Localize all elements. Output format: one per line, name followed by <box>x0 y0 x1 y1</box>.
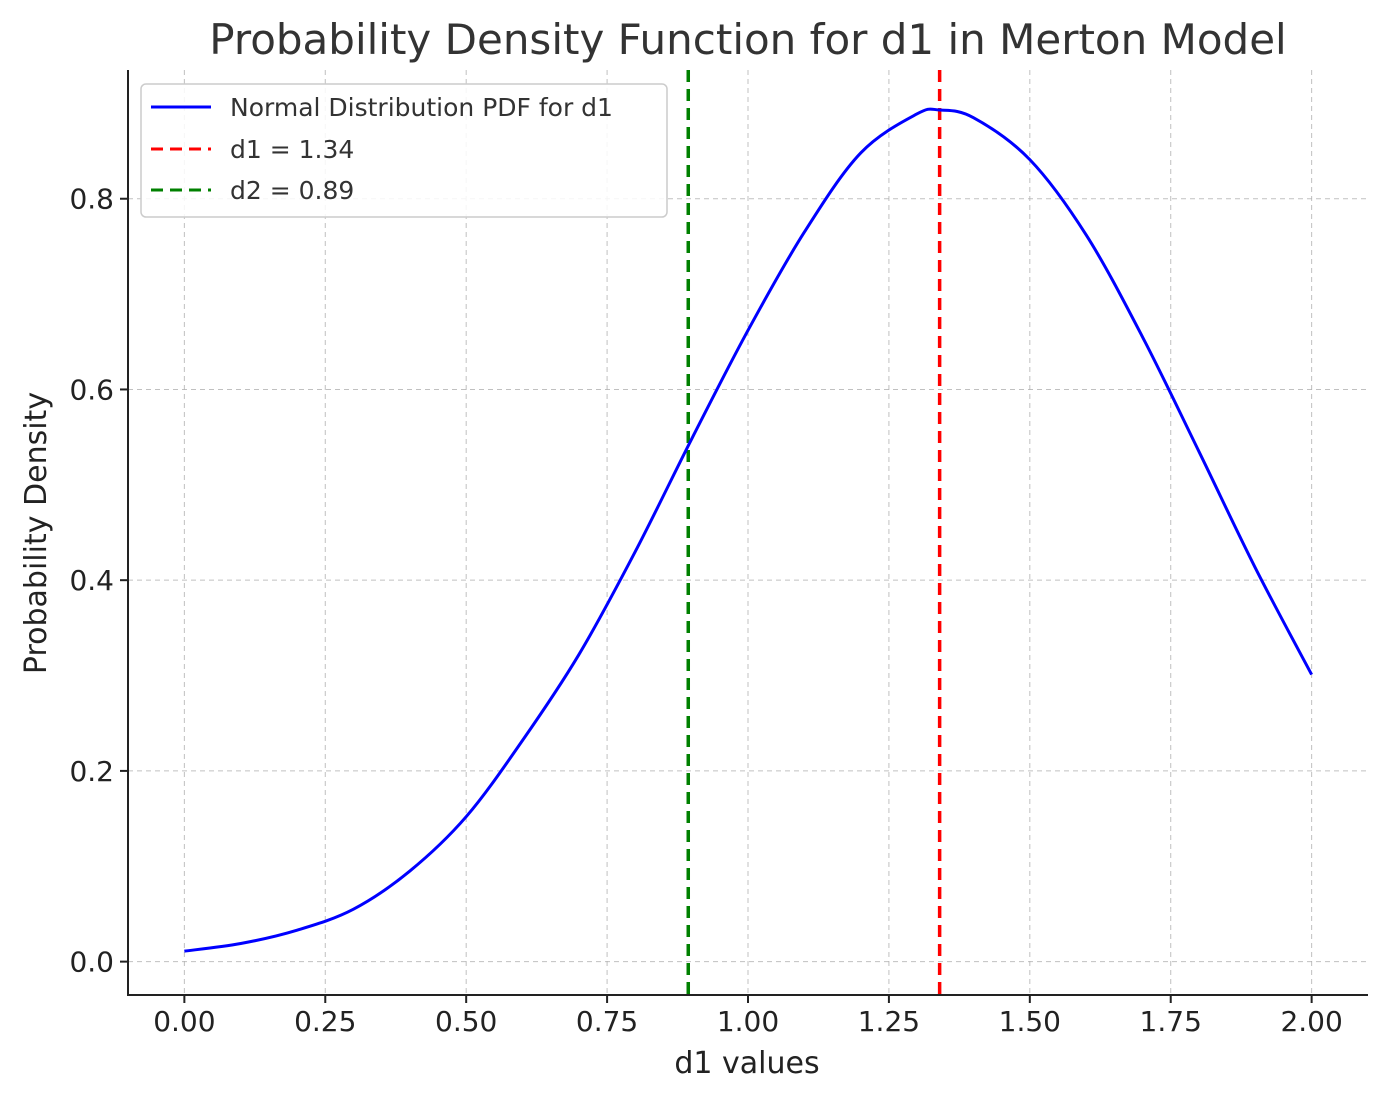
x-tick-label: 1.00 <box>717 1005 779 1038</box>
x-tick-label: 1.50 <box>999 1005 1061 1038</box>
x-tick-label: 0.75 <box>576 1005 638 1038</box>
y-tick-label: 0.4 <box>69 564 114 597</box>
x-tick-label: 0.50 <box>435 1005 497 1038</box>
y-tick-label: 0.0 <box>69 946 114 979</box>
legend-label-pdf: Normal Distribution PDF for d1 <box>230 93 613 122</box>
legend-box <box>140 83 668 218</box>
y-tick-label: 0.2 <box>69 755 114 788</box>
legend-label-d2: d2 = 0.89 <box>230 176 354 205</box>
grid <box>128 70 1368 995</box>
y-ticks: 0.0 0.2 0.4 0.6 0.8 <box>69 183 128 979</box>
x-tick-label: 0.00 <box>153 1005 215 1038</box>
x-ticks: 0.00 0.25 0.50 0.75 1.00 1.25 1.50 1.75 2.00 <box>153 995 1343 1038</box>
reference-lines <box>686 70 942 995</box>
y-tick-label: 0.6 <box>69 373 114 406</box>
x-tick-label: 1.25 <box>858 1005 920 1038</box>
x-tick-label: 1.75 <box>1140 1005 1202 1038</box>
legend-label-d1: d1 = 1.34 <box>230 135 354 164</box>
series-layer <box>184 107 1313 953</box>
pdf-curve <box>184 107 1313 953</box>
chart-title: Probability Density Function for d1 in M… <box>209 15 1286 64</box>
legend: Normal Distribution PDF for d1 d1 = 1.34… <box>140 83 668 218</box>
x-tick-label: 2.00 <box>1280 1005 1342 1038</box>
x-tick-label: 0.25 <box>294 1005 356 1038</box>
y-axis-label: Probability Density <box>19 392 54 674</box>
y-tick-label: 0.8 <box>69 183 114 216</box>
x-axis-label: d1 values <box>674 1046 819 1081</box>
